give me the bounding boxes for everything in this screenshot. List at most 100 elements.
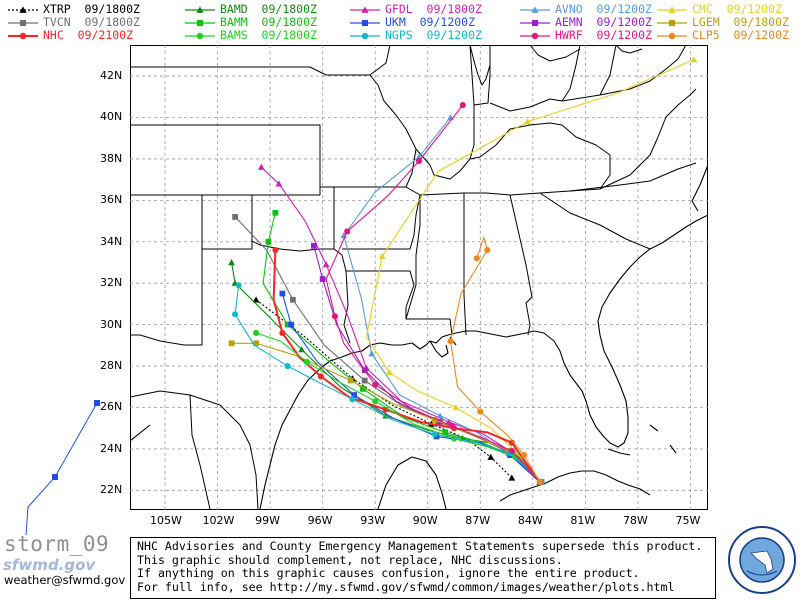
track-point-nhc bbox=[279, 329, 286, 336]
legend-item-avno: AVNO 09/1200Z bbox=[518, 2, 652, 16]
track-point-hwrf bbox=[415, 157, 423, 165]
legend-model-name: BAMS bbox=[220, 28, 248, 42]
track-point-ukm bbox=[351, 392, 358, 398]
legend-model-time: 09/1200Z bbox=[719, 28, 789, 42]
track-point-aemn bbox=[435, 419, 442, 425]
track-point-xtrp bbox=[487, 453, 495, 460]
track-point-ngps bbox=[284, 362, 291, 370]
triangle-marker-icon bbox=[350, 5, 380, 13]
inset-track-point bbox=[94, 400, 100, 406]
latitude-label: 34N bbox=[100, 234, 123, 248]
legend-model-name: BAMM bbox=[220, 15, 248, 29]
track-point-ukm bbox=[279, 290, 286, 297]
circle-marker-icon bbox=[350, 32, 380, 39]
legend-item-xtrp: XTRP 09/1800Z bbox=[6, 2, 140, 16]
inset-track-point bbox=[52, 474, 58, 480]
legend-model-time: 09/1800Z bbox=[247, 15, 317, 29]
track-nhc bbox=[272, 246, 543, 486]
coastlines-and-borders bbox=[130, 164, 708, 510]
longitude-label: 93W bbox=[360, 514, 386, 527]
track-point-clp5 bbox=[473, 255, 480, 262]
track-point-clp5 bbox=[447, 338, 454, 345]
legend-model-time: 09/1800Z bbox=[70, 15, 140, 29]
track-point-gfdl bbox=[322, 261, 330, 268]
legend-model-time: 09/1200Z bbox=[405, 15, 476, 29]
model-tracks bbox=[228, 56, 698, 486]
legend-model-time: 09/1800Z bbox=[70, 2, 140, 16]
track-point-aemn bbox=[311, 243, 317, 249]
circle-marker-icon bbox=[185, 32, 215, 39]
track-point-xtrp bbox=[508, 474, 516, 481]
latitude-label: 30N bbox=[100, 317, 123, 331]
longitude-label: 81W bbox=[570, 514, 596, 527]
track-point-gfdl bbox=[445, 418, 453, 425]
legend-item-ngps: NGPS 09/1200Z bbox=[348, 28, 482, 42]
legend-model-name: XTRP bbox=[43, 2, 71, 16]
track-point-gfdl bbox=[257, 163, 265, 170]
model-legend: XTRP 09/1800Z BAMD 09/1800Z GFDL 09/1800Z A… bbox=[0, 0, 800, 44]
legend-item-gfdl: GFDL 09/1800Z bbox=[348, 2, 482, 16]
latitude-label: 28N bbox=[100, 359, 123, 373]
legend-model-name: AEMN bbox=[555, 15, 583, 29]
triangle-marker-icon bbox=[657, 5, 687, 13]
triangle-marker-icon bbox=[8, 5, 38, 13]
track-point-nhc bbox=[508, 439, 515, 446]
legend-model-time: 09/1200Z bbox=[582, 28, 652, 42]
track-point-tvcn bbox=[290, 296, 296, 303]
legend-model-name: AVNO bbox=[555, 2, 583, 16]
track-point-tvcn bbox=[232, 214, 238, 220]
legend-model-name: BAMD bbox=[220, 2, 248, 16]
triangle-marker-icon bbox=[520, 5, 550, 13]
legend-item-hwrf: HWRF 09/1200Z bbox=[518, 28, 652, 42]
longitude-label: 102W bbox=[202, 514, 235, 527]
track-point-bams bbox=[372, 398, 379, 405]
legend-item-bams: BAMS 09/1800Z bbox=[183, 28, 317, 42]
track-point-xtrp bbox=[252, 296, 260, 303]
track-line-bams bbox=[255, 332, 542, 483]
longitude-label: 78W bbox=[622, 514, 648, 527]
legend-model-time: 09/1800Z bbox=[247, 2, 317, 16]
square-marker-icon bbox=[520, 19, 550, 26]
track-point-bamm bbox=[272, 209, 279, 216]
disclaimer-line: For full info, see http://my.sfwmd.gov/s… bbox=[137, 579, 675, 594]
legend-model-time: 09/1800Z bbox=[719, 15, 789, 29]
legend-item-clp5: CLP5 09/1200Z bbox=[655, 28, 789, 42]
track-point-clp5 bbox=[521, 452, 528, 459]
track-point-bamm bbox=[284, 321, 291, 328]
map-frame bbox=[130, 45, 708, 510]
track-point-hwrf bbox=[372, 381, 379, 388]
legend-item-lgem: LGEM 09/1800Z bbox=[655, 15, 789, 29]
track-point-cmc bbox=[385, 368, 393, 375]
circle-marker-icon bbox=[520, 32, 550, 39]
track-line-cmc bbox=[365, 58, 695, 483]
latitude-label: 22N bbox=[100, 483, 123, 497]
longitude-label: 105W bbox=[150, 514, 182, 527]
track-line-aemn bbox=[313, 245, 541, 483]
track-point-tvcn bbox=[361, 377, 368, 384]
square-marker-icon bbox=[8, 19, 38, 26]
legend-model-name: NGPS bbox=[385, 28, 413, 42]
track-point-lgem bbox=[431, 417, 438, 423]
legend-model-name: CMC bbox=[692, 2, 713, 16]
track-line-hwrf bbox=[325, 104, 541, 483]
legend-item-bamd: BAMD 09/1800Z bbox=[183, 2, 317, 16]
track-point-gfdl bbox=[275, 180, 283, 187]
legend-model-time: 09/1200Z bbox=[582, 2, 652, 16]
circle-marker-icon bbox=[8, 32, 38, 39]
latitude-label: 24N bbox=[100, 441, 123, 455]
longitude-label: 96W bbox=[307, 514, 333, 527]
track-point-bamd bbox=[298, 346, 306, 353]
inset-track-line bbox=[25, 402, 98, 535]
storm-name: storm_09 bbox=[4, 532, 110, 556]
track-point-bamm bbox=[442, 429, 449, 436]
longitude-label: 99W bbox=[255, 514, 280, 527]
track-point-cmc bbox=[690, 56, 698, 63]
track-line-clp5 bbox=[449, 235, 541, 483]
track-point-hwrf bbox=[449, 423, 456, 430]
longitude-label: 90W bbox=[412, 514, 438, 527]
track-point-hwrf bbox=[508, 447, 515, 455]
square-marker-icon bbox=[185, 19, 215, 26]
square-marker-icon bbox=[657, 19, 687, 26]
track-point-nhc bbox=[272, 246, 279, 254]
legend-model-name: CLP5 bbox=[692, 28, 720, 42]
